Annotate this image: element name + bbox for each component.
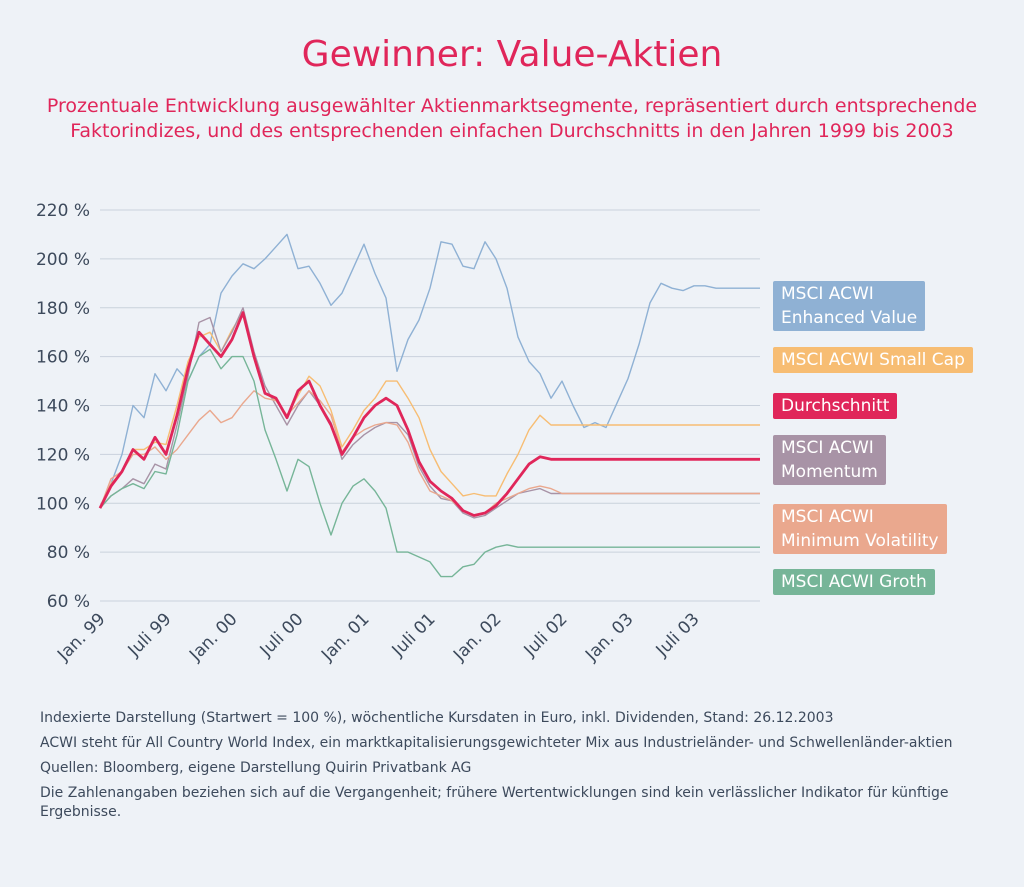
x-tick-label: Juli 01 <box>388 609 440 661</box>
y-axis-ticks: 220 % 200 % 180 % 160 % 140 % 120 % 100 % 80 % 6… <box>36 201 90 612</box>
x-axis-ticks: Jan. 99 Juli 99 Jan. 00 Juli 00 Jan. 01 Juli … <box>53 609 703 665</box>
y-tick-label: 220 % <box>36 201 90 221</box>
chart-subtitle: Prozentuale Entwicklung ausgewählter Akt… <box>46 95 978 142</box>
x-tick-label: Juli 03 <box>652 609 704 661</box>
x-tick-label: Jan. 01 <box>317 609 373 665</box>
series-line-msci-acwi-momentum <box>99 307 760 519</box>
y-tick-label: 140 % <box>36 397 90 417</box>
series-line-msci-acwi-minimum-volatility <box>99 390 760 517</box>
x-tick-label: Jan. 03 <box>581 609 637 665</box>
y-tick-label: 120 % <box>36 445 90 465</box>
x-tick-label: Jan. 02 <box>449 609 505 665</box>
x-tick-label: Jan. 00 <box>185 609 241 665</box>
series-line-durchschnitt <box>98 311 760 517</box>
footnote-1: Indexierte Darstellung (Startwert = 100 … <box>40 710 834 726</box>
footnotes: Indexierte Darstellung (Startwert = 100 … <box>40 709 980 828</box>
legend-item-msci-acwi-momentum: MSCI ACWI Momentum <box>773 435 886 485</box>
series-line-msci-acwi-small-cap <box>99 311 760 509</box>
y-tick-label: 100 % <box>36 494 90 514</box>
y-tick-label: 80 % <box>47 543 90 563</box>
footnote-2: ACWI steht für All Country World Index, … <box>40 735 953 751</box>
x-tick-label: Jan. 99 <box>53 609 109 665</box>
footnote-4: Die Zahlenangaben beziehen sich auf die … <box>40 785 949 820</box>
series-line-msci-acwi-groth <box>99 348 760 578</box>
y-tick-label: 160 % <box>36 348 90 368</box>
legend-item-msci-acwi-enhanced-value: MSCI ACWI Enhanced Value <box>773 281 926 331</box>
legend-item-durchschnitt: Durchschnitt <box>773 393 898 419</box>
y-tick-label: 60 % <box>47 592 90 612</box>
x-tick-label: Juli 99 <box>124 609 176 661</box>
legend-item-msci-acwi-groth: MSCI ACWI Groth <box>773 569 935 595</box>
chart-title: Gewinner: Value-Aktien <box>301 34 723 75</box>
footnote-3: Quellen: Bloomberg, eigene Darstellung Q… <box>40 760 472 776</box>
series-line-msci-acwi-enhanced-value <box>99 233 760 509</box>
series-lines <box>98 233 760 578</box>
legend-item-msci-acwi-small-cap: MSCI ACWI Small Cap <box>773 347 973 373</box>
line-chart: 220 % 200 % 180 % 160 % 140 % 120 % 100 % 80 % 6… <box>36 201 760 666</box>
grid-lines <box>100 209 760 602</box>
x-tick-label: Juli 00 <box>256 609 308 661</box>
x-tick-label: Juli 02 <box>520 609 572 661</box>
legend-item-msci-acwi-minimum-volatility: MSCI ACWI Minimum Volatility <box>773 504 947 554</box>
y-tick-label: 200 % <box>36 250 90 270</box>
y-tick-label: 180 % <box>36 299 90 319</box>
